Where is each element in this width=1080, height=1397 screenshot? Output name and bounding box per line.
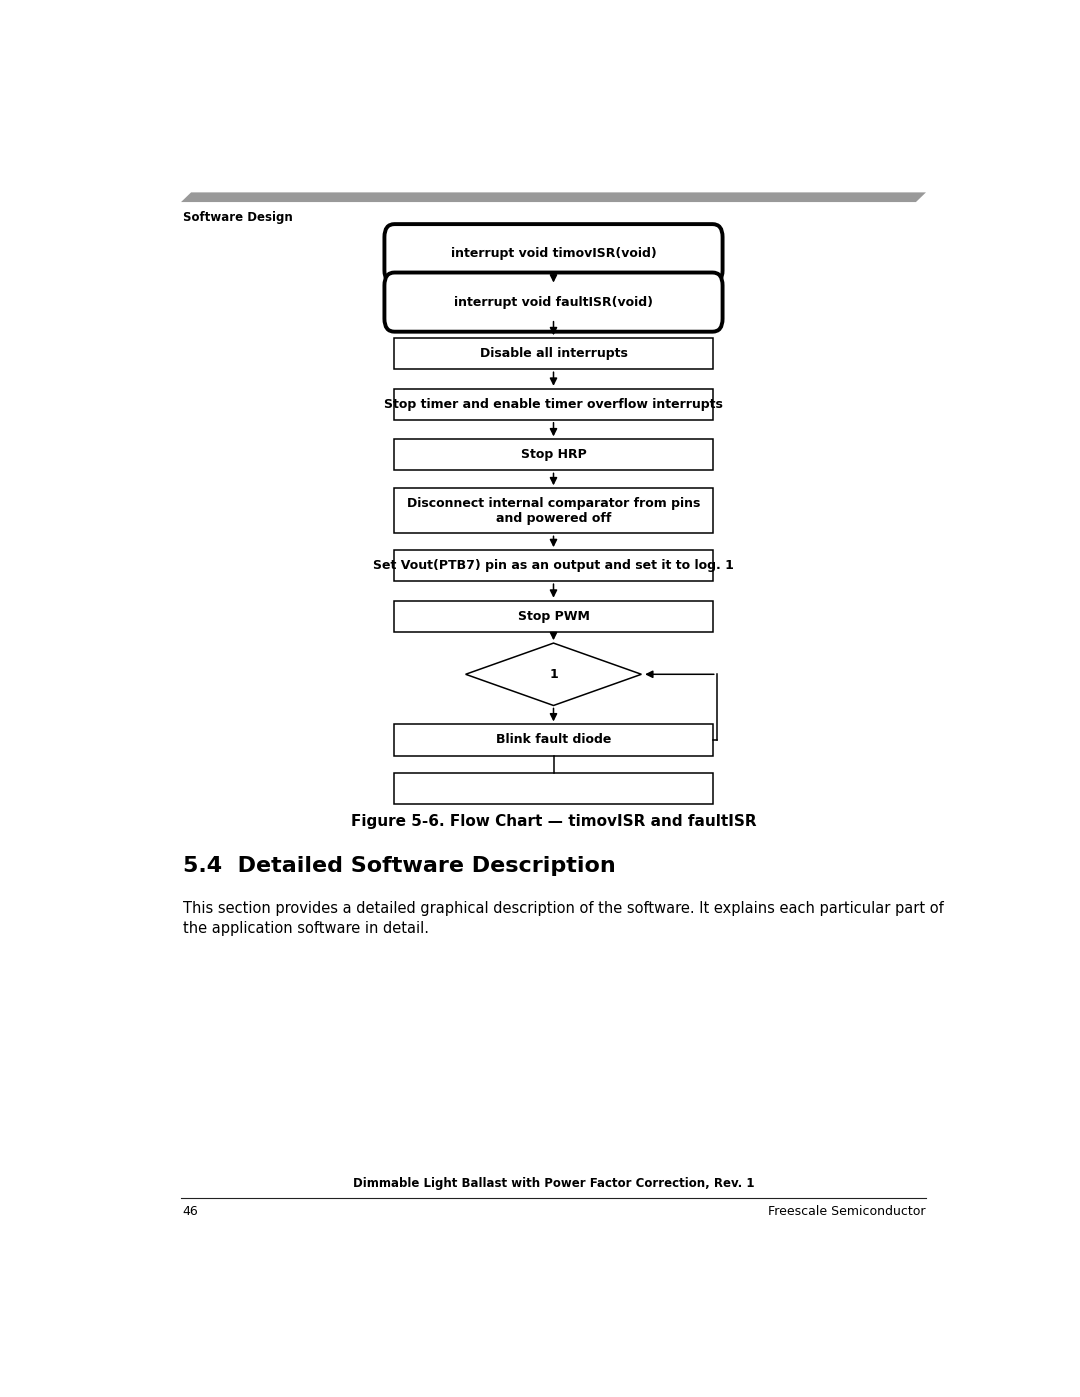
- Text: Figure 5-6. Flow Chart — timovISR and faultISR: Figure 5-6. Flow Chart — timovISR and fa…: [351, 814, 756, 830]
- Polygon shape: [181, 193, 926, 203]
- Bar: [394, 724, 713, 756]
- Text: Freescale Semiconductor: Freescale Semiconductor: [769, 1204, 926, 1218]
- Text: 1: 1: [549, 668, 558, 680]
- Bar: [394, 550, 713, 581]
- Text: This section provides a detailed graphical description of the software. It expla: This section provides a detailed graphic…: [183, 901, 944, 936]
- Bar: [394, 601, 713, 631]
- Text: Blink fault diode: Blink fault diode: [496, 733, 611, 746]
- Text: Software Design: Software Design: [183, 211, 293, 224]
- Bar: [394, 488, 713, 534]
- Bar: [394, 388, 713, 420]
- Text: 5.4  Detailed Software Description: 5.4 Detailed Software Description: [183, 856, 616, 876]
- Text: Stop PWM: Stop PWM: [517, 609, 590, 623]
- FancyBboxPatch shape: [384, 224, 723, 284]
- FancyBboxPatch shape: [384, 272, 723, 331]
- Polygon shape: [465, 643, 642, 705]
- Bar: [394, 338, 713, 369]
- Text: Disable all interrupts: Disable all interrupts: [480, 348, 627, 360]
- Text: Disconnect internal comparator from pins
and powered off: Disconnect internal comparator from pins…: [407, 497, 700, 525]
- Text: Stop HRP: Stop HRP: [521, 448, 586, 461]
- Text: interrupt void timovISR(void): interrupt void timovISR(void): [450, 247, 657, 260]
- Text: Stop timer and enable timer overflow interrupts: Stop timer and enable timer overflow int…: [384, 398, 723, 411]
- Text: Set Vout(PTB7) pin as an output and set it to log. 1: Set Vout(PTB7) pin as an output and set …: [373, 559, 734, 573]
- Bar: [394, 439, 713, 471]
- Bar: [394, 773, 713, 803]
- Text: Dimmable Light Ballast with Power Factor Correction, Rev. 1: Dimmable Light Ballast with Power Factor…: [353, 1176, 754, 1190]
- Text: 46: 46: [183, 1204, 199, 1218]
- Text: interrupt void faultISR(void): interrupt void faultISR(void): [454, 296, 653, 309]
